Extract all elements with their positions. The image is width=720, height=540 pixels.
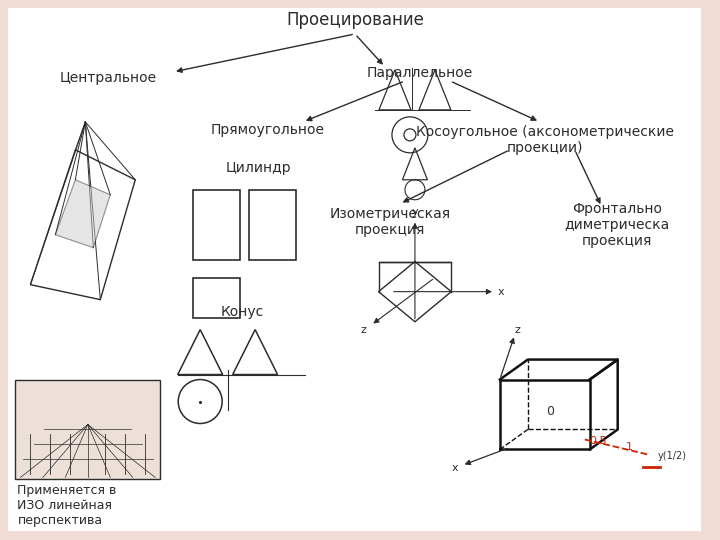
Text: Цилиндр: Цилиндр <box>225 161 291 175</box>
Polygon shape <box>55 180 110 248</box>
Text: Параллельное: Параллельное <box>366 66 473 80</box>
Bar <box>15 380 161 480</box>
Text: 0: 0 <box>546 405 554 418</box>
Bar <box>193 278 240 318</box>
Bar <box>248 190 296 260</box>
Text: x: x <box>451 463 458 474</box>
Bar <box>193 190 240 260</box>
Text: Фронтально
диметрическа
проекция: Фронтально диметрическа проекция <box>564 201 670 248</box>
Text: z: z <box>515 325 521 335</box>
Text: Изометрическая
проекция: Изометрическая проекция <box>330 207 451 237</box>
Text: z: z <box>360 325 366 335</box>
Text: y: y <box>412 207 418 217</box>
Text: Конус: Конус <box>220 305 264 319</box>
Text: Центральное: Центральное <box>60 71 157 85</box>
Text: Косоугольное (аксонометрические
проекции): Косоугольное (аксонометрические проекции… <box>415 125 674 155</box>
Text: 0.5: 0.5 <box>589 436 606 447</box>
Text: Прямоугольное: Прямоугольное <box>211 123 325 137</box>
Text: 1: 1 <box>626 442 633 453</box>
Text: x: x <box>498 287 504 296</box>
Text: y(1/2): y(1/2) <box>657 451 687 462</box>
Text: Проецирование: Проецирование <box>286 11 424 29</box>
Text: Применяется в
ИЗО линейная
перспектива: Применяется в ИЗО линейная перспектива <box>17 484 117 528</box>
